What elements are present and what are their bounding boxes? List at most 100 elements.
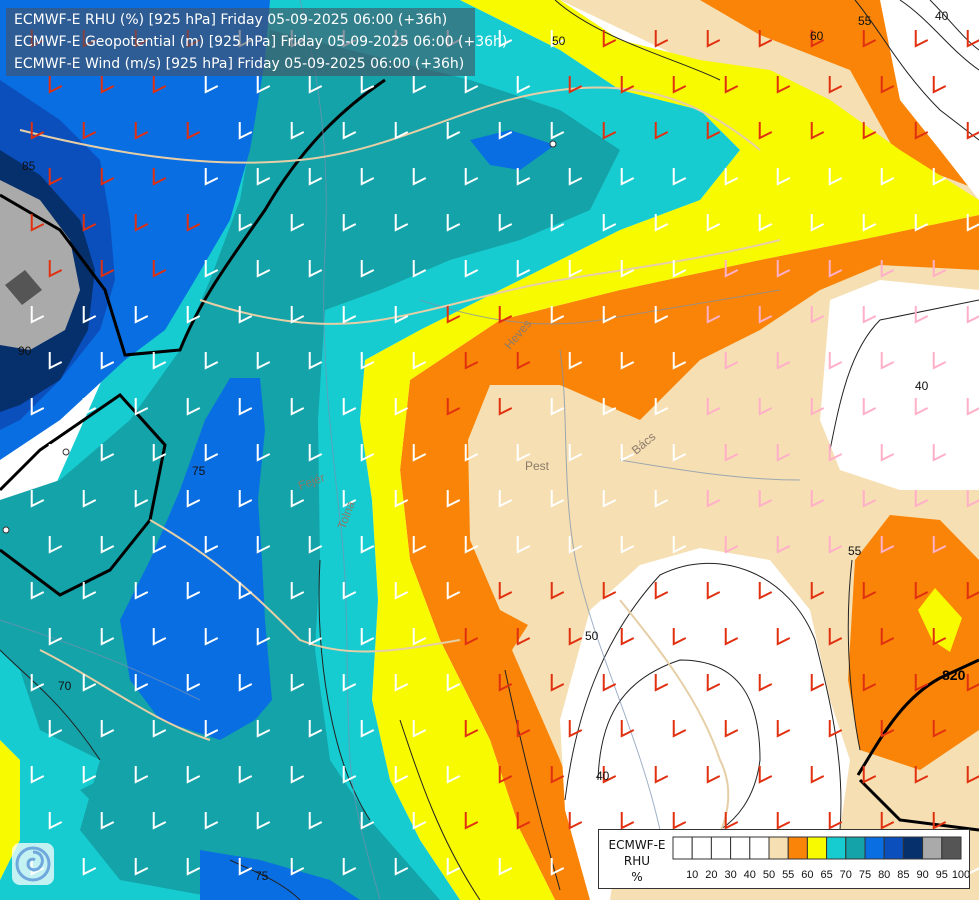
rh-fill-65 — [360, 0, 979, 900]
wind-barb — [446, 766, 461, 784]
wind-barb — [394, 398, 409, 416]
wind-barb — [152, 444, 167, 462]
title-geopotential: ECMWF-E Geopotential (m) [925 hPa] Frida… — [14, 34, 508, 50]
wind-barb — [238, 582, 253, 600]
wind-barb — [464, 536, 479, 554]
wind-barb — [256, 536, 271, 554]
wind-barb — [880, 444, 895, 462]
wind-barb — [238, 122, 253, 140]
wind-barb — [654, 122, 669, 140]
rh-fill-95 — [0, 180, 80, 350]
wind-barb — [100, 720, 115, 738]
wind-barb — [724, 352, 739, 370]
wind-barb — [828, 444, 843, 462]
wind-barb — [758, 582, 773, 600]
wind-barb — [360, 628, 375, 646]
wind-barb — [342, 122, 357, 140]
rh-fill-40 — [880, 0, 979, 200]
wind-barb — [82, 766, 97, 784]
wind-barb — [810, 30, 825, 48]
wind-barb — [862, 214, 877, 232]
wind-barb — [238, 858, 253, 876]
wind-barb — [394, 674, 409, 692]
wind-barb — [238, 490, 253, 508]
wind-barb — [238, 674, 253, 692]
contour-label: 75 — [255, 869, 269, 883]
rh-fill-75 — [80, 770, 160, 815]
wind-barb — [152, 628, 167, 646]
legend-swatch — [730, 836, 751, 860]
wind-barb — [880, 720, 895, 738]
wind-barb — [186, 490, 201, 508]
wind-barb — [464, 628, 479, 646]
wind-barb — [966, 122, 979, 140]
wind-barb — [290, 858, 305, 876]
wind-barb — [342, 490, 357, 508]
wind-barb — [724, 260, 739, 278]
wind-barb — [568, 536, 583, 554]
wind-barb — [706, 766, 721, 784]
wind-barb — [48, 536, 63, 554]
wind-barb — [810, 214, 825, 232]
wind-barb — [758, 214, 773, 232]
wind-barb — [464, 720, 479, 738]
wind-barb — [776, 812, 791, 830]
wind-barb — [672, 444, 687, 462]
wind-barb — [672, 76, 687, 94]
wind-barb — [516, 352, 531, 370]
wind-barb — [464, 444, 479, 462]
wind-barb — [672, 720, 687, 738]
wind-barb — [880, 628, 895, 646]
legend-swatch — [768, 836, 789, 860]
wind-barb — [308, 720, 323, 738]
wind-barb — [620, 812, 635, 830]
wind-barb — [152, 260, 167, 278]
wind-barb — [620, 536, 635, 554]
wind-barb — [238, 398, 253, 416]
wind-barb — [152, 76, 167, 94]
wind-barb — [776, 444, 791, 462]
legend-swatch — [826, 836, 847, 860]
wind-barb — [256, 444, 271, 462]
wind-barb — [602, 30, 617, 48]
contour-label: 70 — [58, 679, 72, 693]
contour-label: 50 — [585, 629, 599, 643]
wind-barb — [810, 122, 825, 140]
wind-barb — [134, 398, 149, 416]
wind-barb — [360, 352, 375, 370]
wind-barb — [828, 260, 843, 278]
wind-barb — [706, 30, 721, 48]
wind-barb — [706, 582, 721, 600]
wind-barb — [290, 306, 305, 324]
wind-barb — [82, 306, 97, 324]
wind-barb — [412, 76, 427, 94]
wind-barb — [152, 812, 167, 830]
wind-barb — [134, 766, 149, 784]
wind-barb — [810, 582, 825, 600]
wind-barb — [568, 628, 583, 646]
wind-barb — [758, 122, 773, 140]
wind-barb — [394, 858, 409, 876]
wind-barb — [412, 168, 427, 186]
wind-barb — [238, 766, 253, 784]
wind-barb — [932, 720, 947, 738]
legend-swatch — [710, 836, 732, 860]
wind-barb — [914, 306, 929, 324]
wind-barb — [758, 490, 773, 508]
wind-barb — [412, 260, 427, 278]
wind-barb — [360, 812, 375, 830]
wind-barb — [602, 582, 617, 600]
wind-barb — [446, 490, 461, 508]
wind-barb — [186, 214, 201, 232]
wind-barb — [134, 306, 149, 324]
wind-barb — [308, 76, 323, 94]
wind-barb — [100, 352, 115, 370]
wind-barb — [412, 812, 427, 830]
wind-barb — [48, 260, 63, 278]
legend-swatch — [864, 836, 885, 860]
wind-barb — [828, 76, 843, 94]
wind-barb — [914, 398, 929, 416]
wind-barb — [932, 352, 947, 370]
contour-label: 40 — [596, 769, 610, 783]
wind-barb — [654, 674, 669, 692]
